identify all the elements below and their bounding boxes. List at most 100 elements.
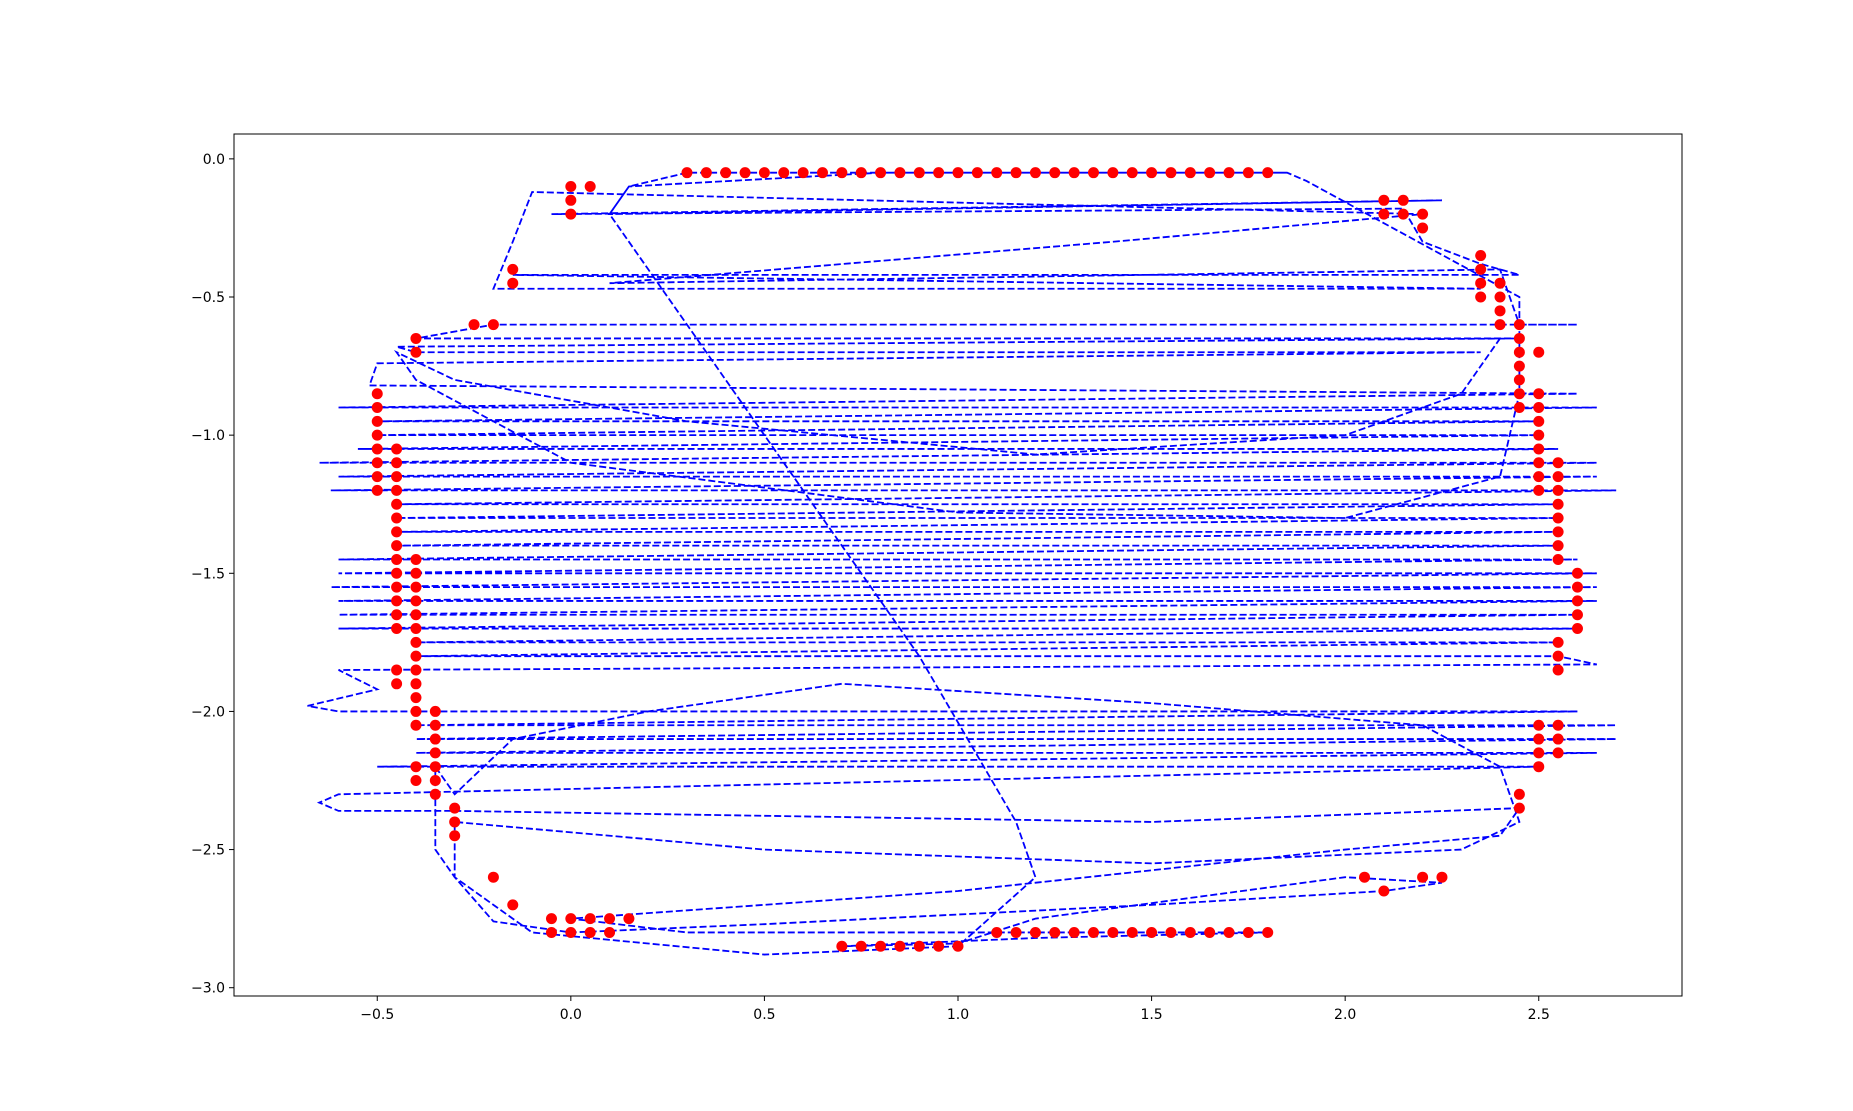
data-point	[1513, 802, 1525, 814]
data-point	[1552, 747, 1564, 759]
data-point	[507, 263, 519, 275]
data-point	[1397, 194, 1409, 206]
data-point	[410, 595, 422, 607]
data-point	[991, 167, 1003, 179]
data-point	[545, 926, 557, 938]
x-tick-label: 0.5	[753, 1007, 775, 1023]
data-point	[371, 415, 383, 427]
data-point	[1378, 885, 1390, 897]
data-point	[1475, 291, 1487, 303]
data-point	[623, 913, 635, 925]
data-point	[604, 913, 616, 925]
data-point	[565, 926, 577, 938]
data-point	[933, 167, 945, 179]
data-point	[1184, 926, 1196, 938]
data-point	[1184, 167, 1196, 179]
data-point	[1010, 167, 1022, 179]
data-point	[1262, 926, 1274, 938]
data-point	[1417, 871, 1429, 883]
data-point	[487, 319, 499, 331]
data-point	[720, 167, 732, 179]
data-point	[584, 913, 596, 925]
data-point	[487, 871, 499, 883]
data-point	[913, 940, 925, 952]
data-point	[1107, 167, 1119, 179]
data-point	[855, 940, 867, 952]
data-point	[371, 457, 383, 469]
dashed-path-layer	[307, 171, 1617, 956]
data-point	[1533, 443, 1545, 455]
data-point	[391, 443, 403, 455]
data-point	[1436, 871, 1448, 883]
data-point	[1204, 167, 1216, 179]
y-tick-label: 0.0	[203, 152, 225, 168]
data-point	[1533, 429, 1545, 441]
data-point	[429, 705, 441, 717]
data-point	[410, 775, 422, 786]
data-point	[1513, 374, 1525, 386]
data-point	[507, 277, 519, 289]
data-point	[1494, 291, 1506, 303]
y-tick-label: −2.0	[191, 704, 225, 720]
data-point	[1049, 167, 1061, 179]
data-point	[429, 788, 441, 800]
x-tick-label: 1.5	[1140, 1007, 1162, 1023]
data-point	[1397, 208, 1409, 220]
data-point	[410, 567, 422, 579]
data-point	[1552, 664, 1564, 676]
data-point	[410, 332, 422, 344]
data-point	[391, 609, 403, 621]
data-point	[1359, 871, 1371, 883]
data-point	[1513, 788, 1525, 800]
data-point	[1533, 457, 1545, 469]
data-point	[952, 167, 964, 179]
data-point	[1552, 540, 1564, 552]
data-point	[1571, 581, 1583, 593]
data-point	[1417, 222, 1429, 234]
data-point	[371, 471, 383, 483]
data-point	[778, 167, 790, 179]
data-point	[797, 167, 809, 179]
y-tick-label: −3.0	[191, 981, 225, 997]
data-point	[875, 940, 887, 952]
data-point	[410, 553, 422, 565]
data-point	[816, 167, 828, 179]
data-point	[1552, 457, 1564, 469]
data-point	[1088, 167, 1100, 179]
y-tick-label: −1.0	[191, 428, 225, 444]
data-point	[565, 180, 577, 192]
data-point	[1533, 484, 1545, 496]
data-point	[1533, 761, 1545, 773]
data-point	[391, 623, 403, 635]
data-point	[1262, 167, 1274, 179]
data-point	[1552, 733, 1564, 745]
data-point	[758, 167, 770, 179]
data-point	[1475, 263, 1487, 275]
data-point	[410, 623, 422, 635]
data-point	[391, 526, 403, 538]
data-point	[1513, 388, 1525, 400]
data-point	[410, 664, 422, 676]
data-point	[1552, 636, 1564, 648]
data-point	[1552, 650, 1564, 662]
data-point	[1223, 167, 1235, 179]
data-point	[681, 167, 693, 179]
data-point	[391, 512, 403, 524]
data-point	[894, 940, 906, 952]
data-point	[1029, 167, 1041, 179]
data-point	[1533, 415, 1545, 427]
data-point	[1165, 167, 1177, 179]
data-point	[1552, 484, 1564, 496]
data-point	[1242, 926, 1254, 938]
data-point	[1107, 926, 1119, 938]
data-point	[1378, 208, 1390, 220]
data-point	[1475, 250, 1487, 262]
data-point	[410, 719, 422, 731]
data-point	[1088, 926, 1100, 938]
data-point	[371, 402, 383, 414]
series-path	[307, 171, 1617, 956]
data-point	[1068, 167, 1080, 179]
data-point	[429, 747, 441, 759]
